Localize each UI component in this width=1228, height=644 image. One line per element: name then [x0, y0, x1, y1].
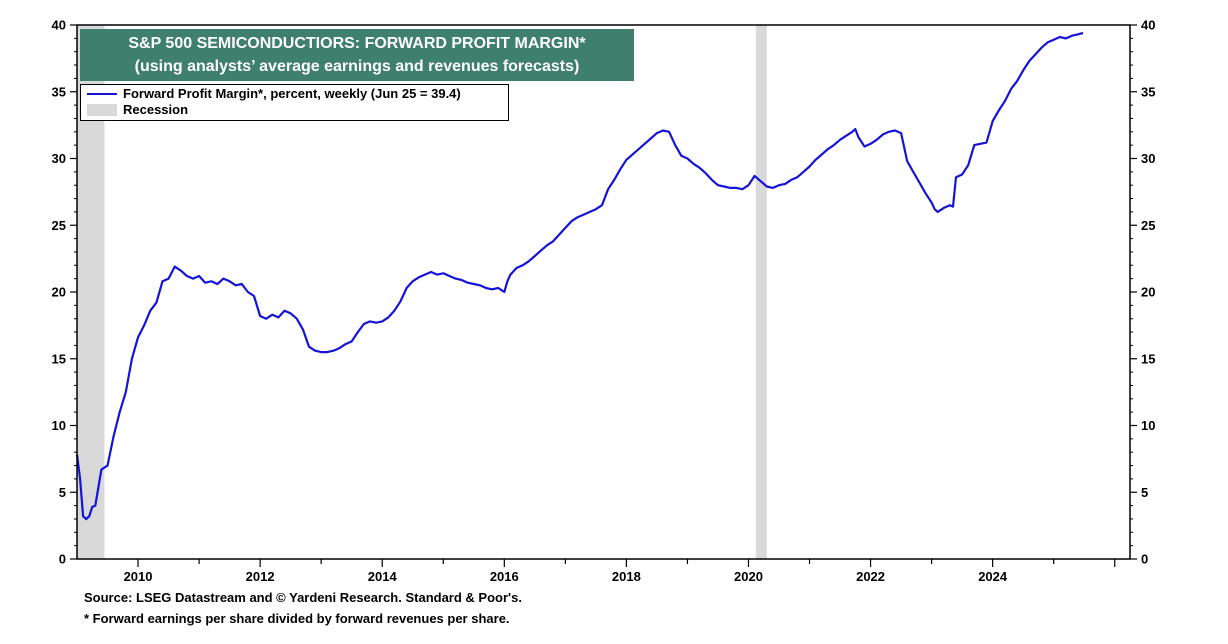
series-line: [75, 31, 1084, 521]
chart-title: S&P 500 SEMICONDUCTIORS: FORWARD PROFIT …: [128, 35, 586, 52]
legend: Forward Profit Margin*, percent, weekly …: [80, 84, 509, 121]
recession-band: [755, 25, 767, 559]
definition-note: * Forward earnings per share divided by …: [84, 611, 510, 626]
y-tick-label-left: 35: [52, 84, 66, 99]
y-tick-label-left: 30: [52, 151, 66, 166]
y-tick-label-right: 10: [1141, 418, 1155, 433]
y-tick-label-left: 5: [59, 485, 66, 500]
y-tick-label-right: 0: [1141, 552, 1148, 567]
y-tick-label-left: 10: [52, 418, 66, 433]
y-tick-label-right: 5: [1141, 485, 1148, 500]
y-tick-label-left: 20: [52, 285, 66, 300]
y-tick-label-right: 35: [1141, 84, 1155, 99]
x-tick-label: 2014: [368, 569, 398, 584]
y-tick-label-right: 25: [1141, 218, 1155, 233]
x-tick-label: 2024: [978, 569, 1008, 584]
y-tick-label-right: 15: [1141, 351, 1155, 366]
legend-line-swatch: [87, 93, 117, 95]
x-tick-label: 2016: [490, 569, 519, 584]
y-tick-label-right: 30: [1141, 151, 1155, 166]
x-tick-label: 2018: [612, 569, 641, 584]
x-tick-label: 2020: [734, 569, 763, 584]
x-tick-label: 2022: [856, 569, 885, 584]
chart-subtitle: (using analysts’ average earnings and re…: [134, 58, 580, 75]
x-tick-label: 2010: [124, 569, 153, 584]
y-tick-label-right: 20: [1141, 285, 1155, 300]
legend-series-label: Forward Profit Margin*, percent, weekly …: [123, 86, 461, 101]
legend-recession-swatch: [87, 104, 117, 116]
y-tick-label-left: 25: [52, 218, 66, 233]
x-tick-label: 2012: [246, 569, 275, 584]
y-tick-label-left: 0: [59, 552, 66, 567]
chart-title-box: S&P 500 SEMICONDUCTIORS: FORWARD PROFIT …: [80, 29, 634, 81]
source-note: Source: LSEG Datastream and © Yardeni Re…: [84, 590, 522, 605]
plot-frame: [76, 24, 1131, 560]
y-tick-label-right: 40: [1141, 18, 1155, 33]
y-tick-label-left: 40: [52, 18, 66, 33]
y-tick-label-left: 15: [52, 351, 66, 366]
legend-recession-label: Recession: [123, 102, 189, 117]
